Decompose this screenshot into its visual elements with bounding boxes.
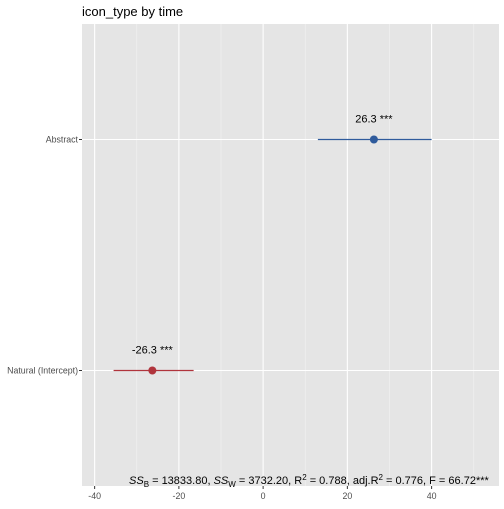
y-tick-label: Abstract (46, 135, 79, 145)
minor-grid (136, 24, 475, 486)
ssw-value: = 3732.20, (236, 475, 294, 487)
y-tick-label: Natural (Intercept) (7, 366, 78, 376)
x-tick-label: 0 (261, 491, 266, 501)
model-stats: SSB = 13833.80, SSW = 3732.20, R2 = 0.78… (129, 473, 490, 489)
chart-title: icon_type by time (82, 4, 183, 19)
adjr2-sup: 2 (379, 473, 384, 482)
plot-panel (82, 24, 499, 486)
r2-label: R (294, 475, 302, 487)
y-axis: Abstract Natural (Intercept) (7, 135, 82, 376)
x-axis: -40 -20 0 20 40 (88, 486, 437, 501)
ssw-sub: W (228, 480, 236, 489)
x-tick-label: 20 (342, 491, 352, 501)
adjr2-value: = 0.776, (383, 475, 429, 487)
x-tick-label: -40 (88, 491, 101, 501)
f-stat: F = 66.72*** (429, 475, 489, 487)
ssb-sub: B (144, 480, 149, 489)
estimate-label: 26.3 *** (355, 114, 393, 126)
coefficient-marks: 26.3 *** -26.3 *** (113, 114, 432, 375)
adjr2-label: adj.R (353, 475, 379, 487)
x-tick-label: -20 (173, 491, 186, 501)
estimate-label: -26.3 *** (132, 345, 174, 357)
point-estimate (148, 366, 157, 375)
r2-sup: 2 (302, 473, 307, 482)
r2-value: = 0.788, (307, 475, 353, 487)
ssb-label: SS (129, 475, 144, 487)
x-tick-label: 40 (427, 491, 437, 501)
ssw-label: SS (214, 475, 229, 487)
ssb-value: = 13833.80, (149, 475, 214, 487)
point-estimate (369, 135, 378, 144)
